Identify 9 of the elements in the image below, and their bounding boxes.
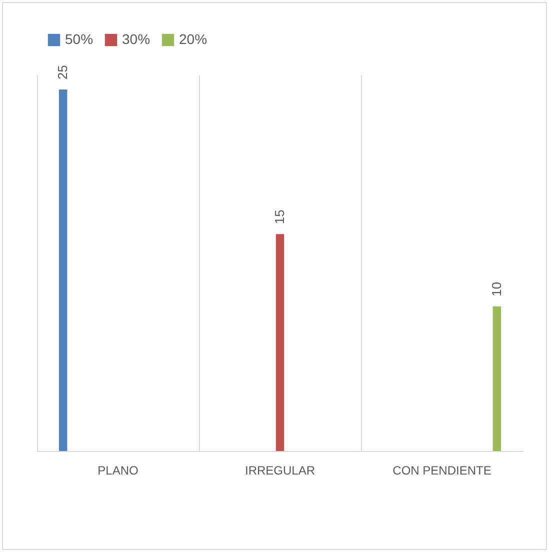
legend-label: 30% [122,31,150,47]
data-label: 15 [272,210,287,224]
x-tick-label: PLANO [98,464,138,478]
data-label: 10 [488,282,504,296]
x-tick-label: CON PENDIENTE [392,464,492,478]
x-tick-label: IRREGULAR [244,464,316,478]
legend-label: 20% [179,31,208,47]
legend-label: 50% [65,31,94,47]
data-label: 25 [55,64,70,80]
